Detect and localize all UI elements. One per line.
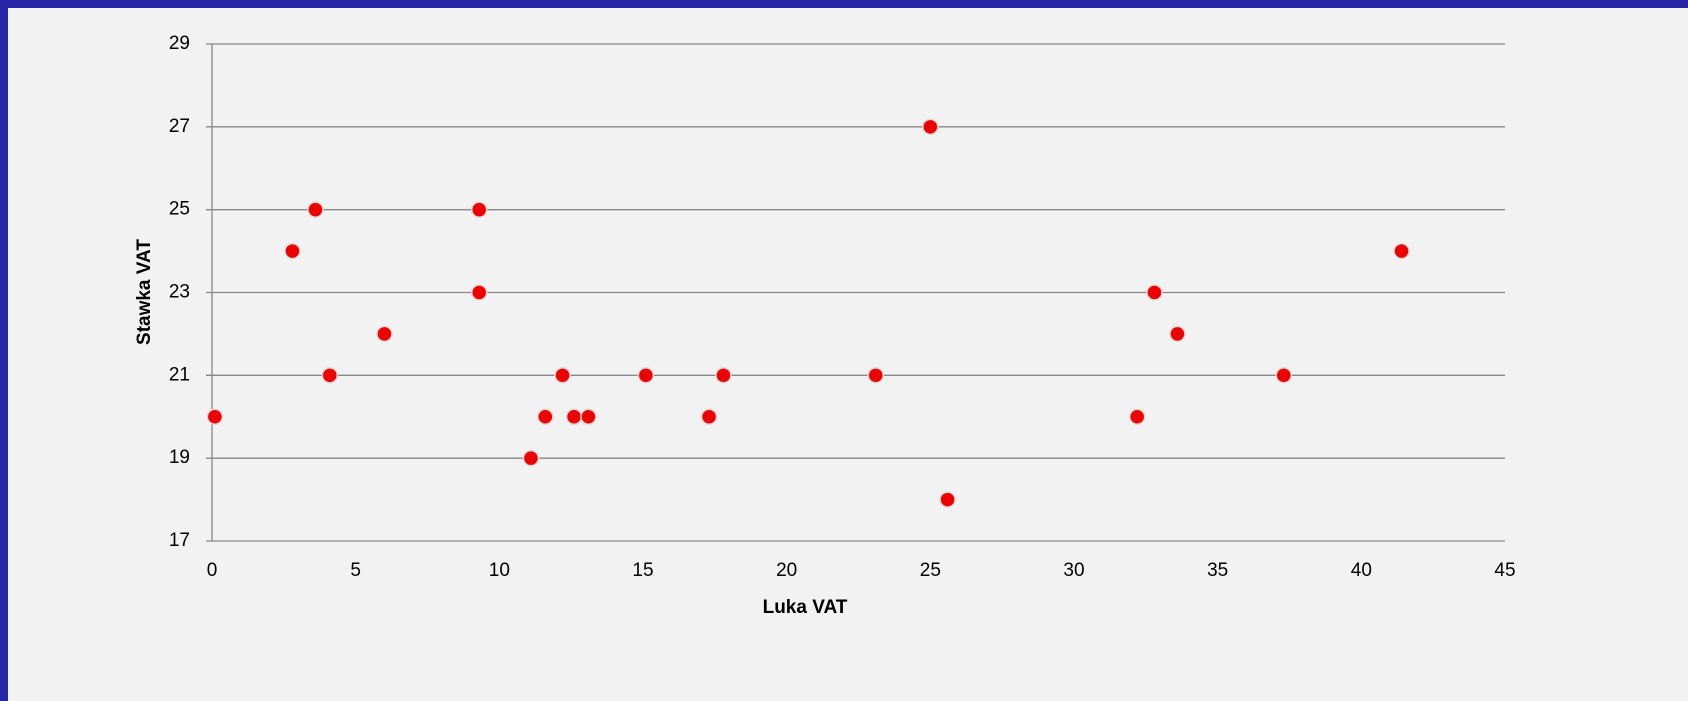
data-point [1128, 408, 1146, 425]
x-axis-title: Luka VAT [763, 597, 848, 618]
y-tick-label: 23 [169, 282, 190, 303]
x-tick-label: 15 [632, 560, 653, 581]
data-point [700, 408, 718, 425]
data-point [522, 449, 540, 467]
data-point [307, 201, 324, 218]
data-point [376, 325, 393, 343]
x-tick-label: 20 [776, 560, 797, 581]
x-tick-label: 10 [489, 560, 510, 581]
data-point [470, 284, 488, 301]
y-tick-label: 21 [169, 364, 190, 385]
data-point [637, 367, 655, 384]
x-tick-label: 40 [1351, 560, 1372, 581]
x-tick-label: 0 [207, 560, 218, 581]
x-tick-label: 35 [1207, 560, 1228, 581]
x-tick-label: 5 [350, 560, 361, 581]
data-point [206, 408, 224, 425]
data-point [565, 408, 583, 425]
data-point [922, 118, 939, 136]
x-tick-label: 30 [1063, 560, 1084, 581]
data-point [867, 367, 884, 384]
x-tick-label: 45 [1494, 560, 1515, 581]
y-tick-label: 25 [169, 199, 190, 220]
data-point [1169, 325, 1186, 343]
y-tick-label: 17 [169, 530, 190, 551]
y-tick-label: 19 [169, 447, 190, 468]
data-point [1275, 367, 1293, 384]
x-tick-label: 25 [920, 560, 941, 581]
data-point [1393, 242, 1410, 260]
data-point [1146, 284, 1163, 301]
data-point [537, 408, 554, 425]
data-point [321, 367, 339, 384]
data-point [939, 491, 956, 508]
data-point [715, 367, 732, 384]
y-axis-title: Stawka VAT [134, 239, 155, 345]
y-tick-label: 27 [169, 116, 190, 137]
data-point [580, 408, 597, 425]
y-tick-label: 29 [169, 33, 190, 54]
data-point [284, 242, 301, 260]
data-point [554, 367, 571, 384]
plot-background [8, 8, 1688, 701]
data-point [470, 201, 488, 218]
